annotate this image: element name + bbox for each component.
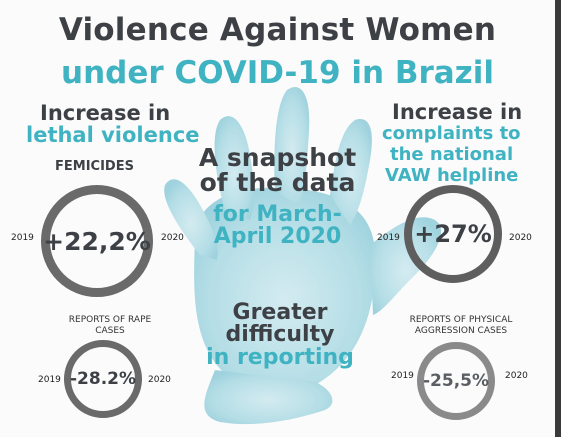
femicides-label: FEMICIDES <box>55 159 134 174</box>
femicides-value: +22,2% <box>43 226 151 256</box>
aggression-label: REPORTS OF PHYSICAL AGGRESSION CASES <box>396 315 526 337</box>
title-line-2: under COVID-19 in Brazil <box>61 55 494 91</box>
aggression-year-from: 2019 <box>391 371 414 381</box>
right-heading-2: complaints to <box>382 123 521 144</box>
rape-ring: -28.2% <box>64 340 142 418</box>
greater-line-2: difficulty <box>225 322 335 347</box>
snapshot-heading: A snapshot of the data <box>195 145 360 195</box>
left-heading-1: Increase in <box>40 101 171 125</box>
right-heading-3: the national <box>390 144 514 165</box>
title-line-1: Violence Against Women <box>58 12 497 48</box>
aggression-year-to: 2020 <box>505 371 528 381</box>
right-heading-4: VAW helpline <box>385 165 519 186</box>
rape-year-from: 2019 <box>38 375 61 385</box>
helpline-ring: +27% <box>404 185 502 283</box>
helpline-year-to: 2020 <box>509 233 532 243</box>
snapshot-line-2: of the data <box>199 168 356 197</box>
handprint-icon <box>164 86 442 425</box>
helpline-value: +27% <box>414 220 492 248</box>
femicides-year-to: 2020 <box>161 233 184 243</box>
rape-label-line-2: CASES <box>95 326 125 336</box>
aggression-ring: -25,5% <box>417 342 495 420</box>
rape-value: -28.2% <box>69 369 137 389</box>
snapshot-line-1: A snapshot <box>198 143 357 172</box>
femicides-year-from: 2019 <box>11 233 34 243</box>
aggression-label-line-1: REPORTS OF PHYSICAL <box>409 315 513 325</box>
rape-label-line-1: REPORTS OF RAPE <box>68 315 152 325</box>
left-heading-2: lethal violence <box>26 123 200 147</box>
greater-line-1: Greater <box>232 300 328 325</box>
helpline-year-from: 2019 <box>377 233 400 243</box>
aggression-value: -25,5% <box>422 371 490 391</box>
snapshot-date: for March- April 2020 <box>195 204 360 248</box>
rape-label: REPORTS OF RAPE CASES <box>55 315 165 337</box>
right-heading-1: Increase in <box>392 100 523 124</box>
femicides-ring: +22,2% <box>41 185 153 297</box>
aggression-label-line-2: AGGRESSION CASES <box>414 326 508 336</box>
greater-difficulty-heading: Greater difficulty <box>200 302 360 346</box>
snapshot-line-4: April 2020 <box>213 224 342 249</box>
in-reporting: in reporting <box>206 345 354 370</box>
snapshot-line-3: for March- <box>213 202 342 227</box>
rape-year-to: 2020 <box>148 375 171 385</box>
